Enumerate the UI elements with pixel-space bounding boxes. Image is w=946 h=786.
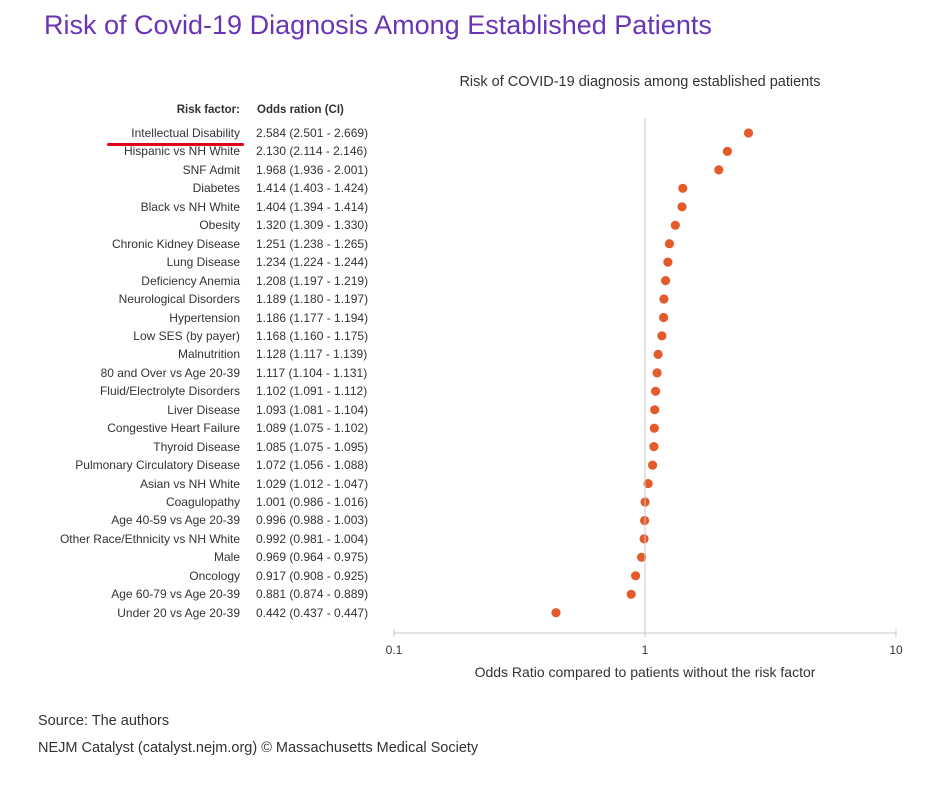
odds-ratio-value: 1.414 (1.403 - 1.424) [256,181,369,196]
odds-ratio-value: 1.085 (1.075 - 1.095) [256,439,369,454]
risk-factor-label: 80 and Over vs Age 20-39 [100,365,240,380]
odds-ratio-value: 1.072 (1.056 - 1.088) [256,458,369,473]
source-note: Source: The authors [38,713,170,729]
odds-ratio-value: 0.992 (0.981 - 1.004) [256,531,369,546]
odds-ratio-value: 1.189 (1.180 - 1.197) [256,292,369,307]
risk-factor-label: Coagulopathy [165,495,240,509]
data-point [664,239,675,249]
data-point [643,479,653,489]
odds-ratio-value: 1.251 (1.238 - 1.265) [256,236,369,251]
odds-ratio-value: 1.320 (1.309 - 1.330) [256,218,369,233]
risk-factor-label: Congestive Heart Failure [107,421,240,436]
data-point [551,608,561,618]
chart-title: Risk of COVID-19 diagnosis among establi… [459,74,821,90]
risk-factor-label: Low SES (by payer) [133,328,240,343]
odds-ratio-value: 0.881 (0.874 - 0.889) [256,587,369,602]
data-point [678,183,688,193]
odds-ratio-value: 1.029 (1.012 - 1.047) [256,476,369,491]
odds-ratio-value: 1.001 (0.986 - 1.016) [256,495,369,509]
data-point [722,146,733,156]
odds-ratio-value: 1.404 (1.394 - 1.414) [256,199,369,214]
risk-factor-label: Malnutrition [177,347,240,362]
odds-ratio-value: 0.917 (0.908 - 0.925) [256,568,369,583]
data-point [670,220,680,230]
odds-ratio-value: 1.168 (1.160 - 1.175) [256,328,369,343]
risk-factor-label: Under 20 vs Age 20-39 [117,605,240,620]
risk-factor-label: Age 40-59 vs Age 20-39 [111,513,240,528]
data-point [659,312,669,323]
risk-factor-label: Oncology [189,568,240,583]
odds-ratio-value: 1.234 (1.224 - 1.244) [256,255,369,270]
risk-factor-label: Fluid/Electrolyte Disorders [99,384,240,399]
data-point [651,386,661,396]
data-point [659,294,669,304]
data-point [677,202,687,212]
odds-ratio-value: 1.102 (1.091 - 1.112) [256,384,368,399]
risk-factor-label: Lung Disease [166,255,240,270]
data-point [650,405,660,415]
odds-ratio-value: 1.128 (1.117 - 1.139) [256,347,368,362]
data-point [743,128,754,138]
risk-factor-label: Deficiency Anemia [141,273,240,288]
risk-factor-label: Pulmonary Circulatory Disease [75,458,240,473]
risk-factor-label: SNF Admit [182,162,240,177]
x-tick-label: 10 [889,643,903,657]
data-point [661,276,671,286]
data-point [657,331,667,341]
risk-factor-label: Hypertension [169,310,240,325]
data-point [649,423,659,433]
data-point [649,442,659,452]
column-header-odds-ratio: Odds ration (CI) [257,104,344,116]
data-point [714,165,724,175]
odds-ratio-value: 0.969 (0.964 - 0.975) [256,550,369,565]
risk-factor-label: Thyroid Disease [153,439,240,454]
risk-factor-label: Black vs NH White [140,199,240,214]
data-point [639,534,649,544]
risk-factor-label: Age 60-79 vs Age 20-39 [111,587,240,602]
risk-factor-label: Intellectual Disability [131,126,240,140]
data-point [653,349,663,359]
page-title: Risk of Covid-19 Diagnosis Among Establi… [44,10,712,40]
data-point [631,571,641,581]
odds-ratio-value: 1.968 (1.936 - 2.001) [256,162,369,177]
risk-factor-label: Neurological Disorders [118,292,240,307]
risk-factor-label: Chronic Kidney Disease [111,236,240,251]
publisher-credit: NEJM Catalyst (catalyst.nejm.org) © Mass… [38,740,479,756]
data-point [663,257,673,267]
x-tick-label: 1 [642,643,649,657]
risk-factor-label: Male [213,550,240,565]
odds-ratio-value: 1.186 (1.177 - 1.194) [256,310,369,325]
risk-factor-label: Asian vs NH White [139,476,240,491]
odds-ratio-value: 1.093 (1.081 - 1.104) [256,402,369,417]
x-tick-label: 0.1 [386,643,403,657]
data-point [637,552,647,562]
data-point [648,460,658,470]
odds-ratio-value: 1.117 (1.104 - 1.131) [256,365,368,380]
risk-factor-label: Liver Disease [167,402,240,417]
column-header-risk-factor: Risk factor: [176,104,240,116]
risk-factor-label: Other Race/Ethnicity vs NH White [59,531,240,546]
odds-ratio-value: 0.996 (0.988 - 1.003) [256,513,369,528]
odds-ratio-value: 1.208 (1.197 - 1.219) [256,273,369,288]
risk-factor-label: Hispanic vs NH White [123,144,240,159]
risk-factor-label: Obesity [199,218,240,233]
odds-ratio-value: 1.089 (1.075 - 1.102) [256,421,369,436]
odds-ratio-value: 0.442 (0.437 - 0.447) [256,605,369,620]
odds-ratio-value: 2.130 (2.114 - 2.146) [256,144,368,159]
x-axis-title: Odds Ratio compared to patients without … [474,664,816,680]
risk-factor-label: Diabetes [192,181,240,196]
odds-ratio-value: 2.584 (2.501 - 2.669) [256,126,369,140]
highlight-underline [107,143,244,146]
data-point [626,589,636,599]
data-point [652,368,662,378]
